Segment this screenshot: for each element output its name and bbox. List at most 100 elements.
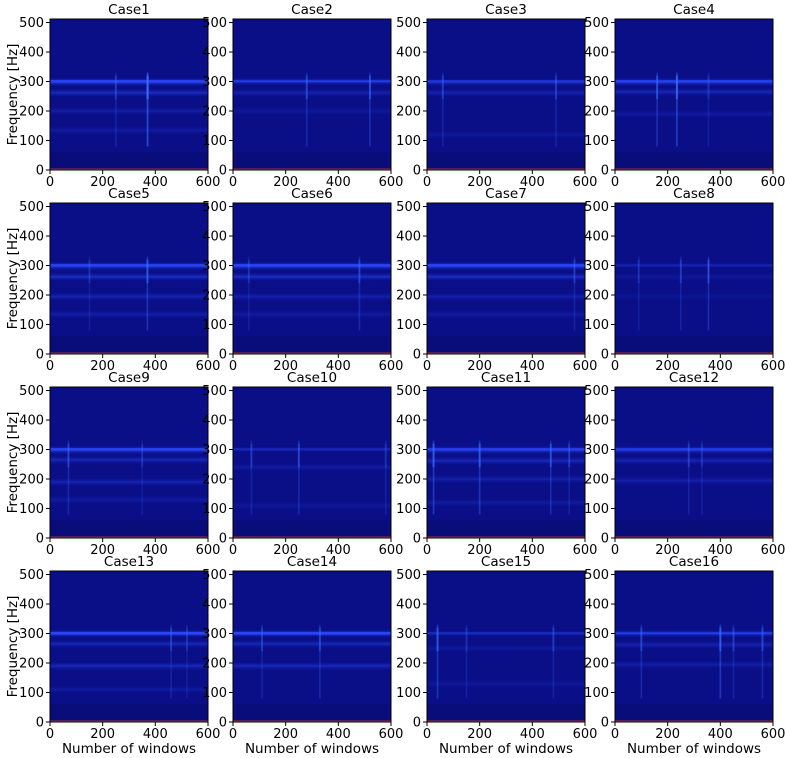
secondary-band (233, 272, 391, 281)
low-frequency-region (233, 704, 391, 722)
secondary-band (233, 463, 391, 472)
panel-case11: Case11 0 200 400 600 0 100 200 300 400 500 (396, 370, 597, 558)
transient-streak-core (719, 627, 722, 652)
transient-streak-core (637, 259, 640, 284)
main-band-peak-line (427, 448, 585, 451)
transient-streak (568, 440, 570, 515)
low-frequency-region (615, 152, 773, 170)
y-tick-label: 100 (19, 686, 44, 701)
x-tick-label: 600 (379, 359, 404, 374)
y-tick-label: 500 (19, 200, 44, 215)
secondary-band (233, 292, 391, 301)
secondary-band (615, 272, 773, 281)
panel-title: Case15 (481, 554, 531, 570)
x-tick-label: 600 (196, 359, 221, 374)
panel-title: Case4 (673, 2, 715, 18)
panel-case3: Case3 0 200 400 600 0 100 200 300 400 500 (396, 2, 597, 190)
secondary-band (427, 310, 585, 319)
low-frequency-region (427, 520, 585, 538)
transient-streak (115, 72, 117, 147)
transient-streak (146, 72, 149, 147)
x-tick-label: 400 (326, 359, 351, 374)
x-tick-label: 200 (273, 543, 298, 558)
transient-streak-core (247, 259, 250, 284)
x-tick-label: 600 (196, 543, 221, 558)
y-tick-label: 400 (396, 230, 421, 245)
x-tick-label: 0 (423, 175, 431, 190)
zero-frequency-line (50, 720, 208, 722)
x-tick-label: 0 (46, 727, 54, 742)
y-tick-label: 300 (19, 75, 44, 90)
x-tick-label: 400 (143, 359, 168, 374)
y-tick-label: 500 (584, 200, 609, 215)
secondary-band (50, 455, 208, 464)
y-tick-label: 400 (202, 414, 227, 429)
y-tick-label: 0 (36, 532, 44, 547)
low-frequency-region (233, 520, 391, 538)
main-frequency-band (427, 630, 585, 637)
axes-frame (49, 202, 209, 355)
transient-streak (573, 256, 576, 331)
x-tick-label: 600 (379, 727, 404, 742)
y-tick-label: 400 (202, 598, 227, 613)
secondary-band (50, 107, 208, 116)
x-tick-label: 200 (90, 543, 115, 558)
transient-streak-core (675, 75, 678, 100)
zero-frequency-line (427, 168, 585, 170)
secondary-band (233, 107, 391, 116)
y-tick-label: 300 (202, 259, 227, 274)
y-tick-label: 100 (202, 134, 227, 149)
transient-streak (432, 440, 435, 515)
spectrogram-background (233, 387, 391, 538)
secondary-band (233, 639, 391, 648)
transient-streak-core (305, 75, 308, 100)
y-tick-label: 0 (219, 348, 227, 363)
x-tick-label: 0 (229, 727, 237, 742)
x-tick-label: 600 (196, 727, 221, 742)
zero-frequency-line (233, 352, 391, 354)
x-tick-label: 200 (273, 175, 298, 190)
x-axis-label: Number of windows (245, 741, 379, 757)
x-tick-label: 600 (573, 543, 598, 558)
y-tick-label: 100 (202, 502, 227, 517)
y-tick-label: 300 (202, 443, 227, 458)
x-tick-label: 200 (90, 359, 115, 374)
transient-streak (298, 440, 300, 515)
y-tick-label: 300 (19, 259, 44, 274)
secondary-band (615, 109, 773, 118)
y-tick-label: 200 (396, 105, 421, 120)
transient-streak-core (640, 627, 643, 652)
y-tick-label: 200 (396, 289, 421, 304)
axes-frame (426, 18, 586, 171)
y-axis-label: Frequency [Hz] (5, 412, 21, 514)
transient-streak (676, 72, 678, 147)
main-band-peak-line (615, 448, 773, 451)
zero-frequency-line (615, 352, 773, 354)
main-frequency-band (615, 262, 773, 269)
transient-streak-core (761, 627, 764, 652)
y-tick-label: 0 (219, 716, 227, 731)
transient-streak-core (436, 627, 439, 652)
x-tick-label: 400 (326, 543, 351, 558)
transient-streak (732, 624, 735, 699)
y-tick-label: 200 (202, 473, 227, 488)
transient-streak (761, 624, 764, 699)
transient-streak-core (146, 75, 149, 100)
y-tick-label: 400 (19, 414, 44, 429)
secondary-band (50, 477, 208, 486)
transient-streak-core (432, 443, 435, 468)
x-tick-label: 200 (90, 727, 115, 742)
x-tick-label: 200 (467, 543, 492, 558)
transient-streak (67, 440, 70, 515)
y-tick-label: 100 (584, 134, 609, 149)
y-tick-label: 0 (601, 164, 609, 179)
x-tick-label: 0 (229, 175, 237, 190)
secondary-band (427, 498, 585, 507)
transient-streak-core (478, 443, 481, 468)
low-frequency-region (615, 336, 773, 354)
transient-streak-core (114, 75, 117, 100)
transient-streak-core (185, 627, 188, 652)
panel-title: Case5 (108, 186, 150, 202)
secondary-band (615, 660, 773, 669)
transient-streak (640, 624, 643, 699)
